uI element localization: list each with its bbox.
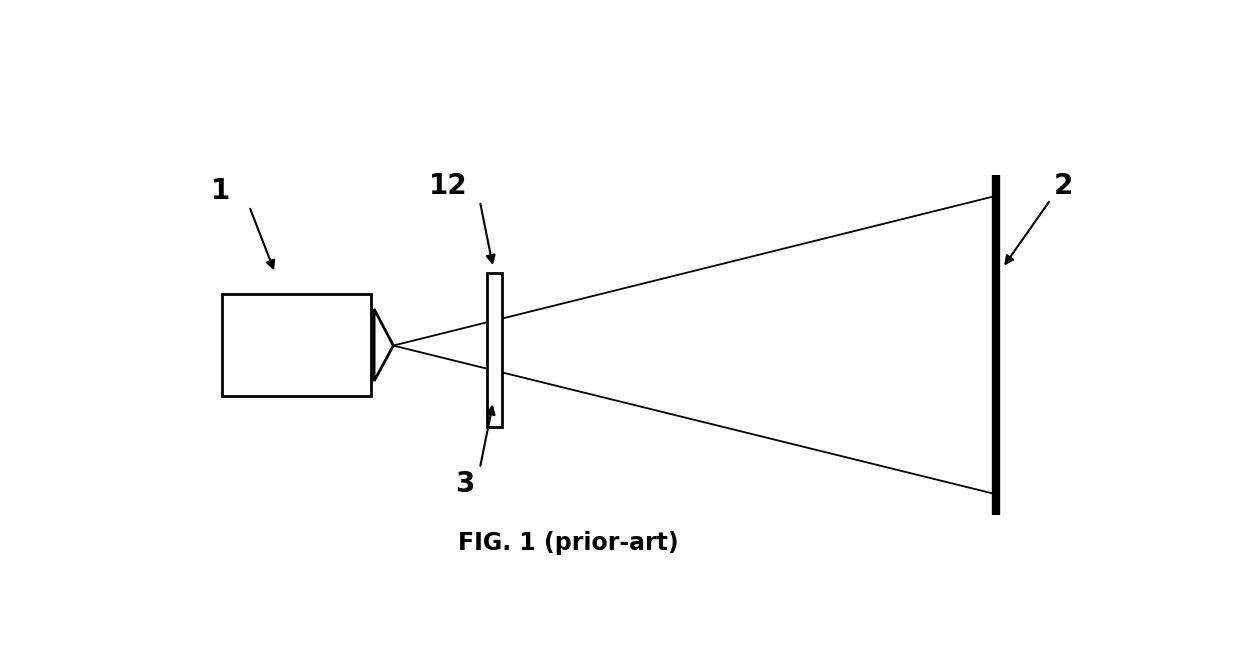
Bar	[486, 273, 502, 428]
Text: 12: 12	[429, 172, 467, 200]
Text: 3: 3	[455, 470, 474, 498]
Bar	[222, 294, 371, 397]
Text: 2: 2	[1054, 172, 1073, 200]
Text: FIG. 1 (prior-art): FIG. 1 (prior-art)	[458, 531, 678, 555]
Polygon shape	[374, 309, 393, 381]
Text: 1: 1	[211, 177, 229, 205]
